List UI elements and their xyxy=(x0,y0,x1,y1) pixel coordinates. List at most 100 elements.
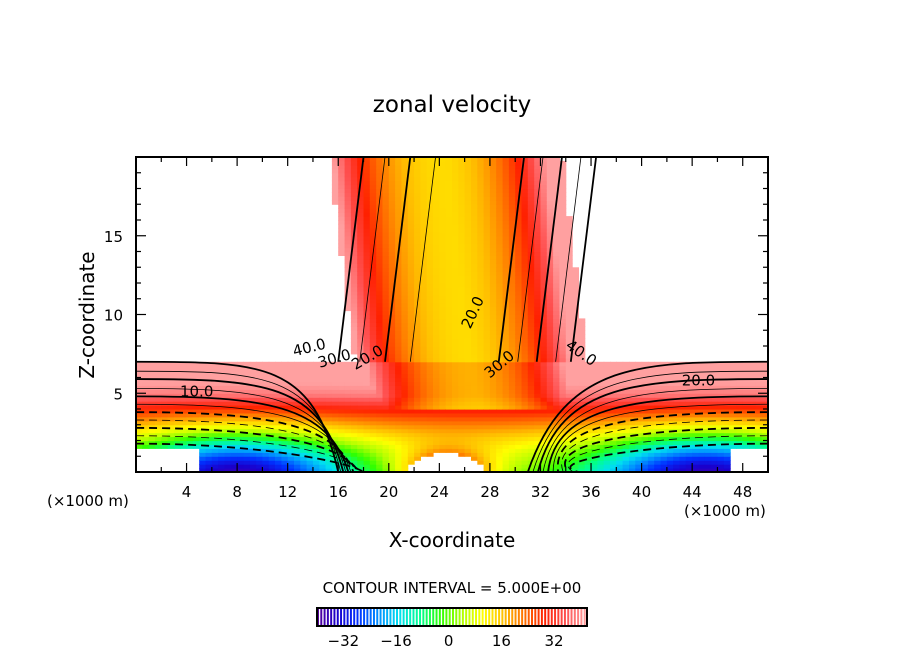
field-cell xyxy=(401,294,409,300)
field-cell xyxy=(445,381,453,386)
field-cell xyxy=(521,377,529,382)
field-cell xyxy=(496,330,504,335)
field-cell xyxy=(338,468,346,472)
field-cell xyxy=(357,452,365,457)
field-cell xyxy=(629,397,636,402)
field-cell xyxy=(186,373,194,379)
field-cell xyxy=(578,338,586,343)
field-cell xyxy=(489,405,497,410)
field-cell xyxy=(401,298,409,304)
field-cell xyxy=(641,401,649,406)
field-cell xyxy=(546,401,554,406)
field-cell xyxy=(483,271,491,276)
field-cell xyxy=(376,401,384,406)
field-cell xyxy=(458,385,466,390)
field-cell xyxy=(647,464,655,469)
field-cell xyxy=(363,247,371,253)
field-cell xyxy=(294,401,301,406)
field-cell xyxy=(414,275,421,280)
field-cell xyxy=(249,420,257,426)
field-cell xyxy=(350,255,358,260)
field-cell xyxy=(262,440,270,445)
field-cell xyxy=(331,381,339,386)
field-cell xyxy=(660,377,668,382)
field-cell xyxy=(452,365,459,371)
field-cell xyxy=(483,338,491,343)
field-cell xyxy=(363,338,371,343)
field-cell xyxy=(458,227,466,233)
field-cell xyxy=(433,164,440,170)
field-cell xyxy=(357,223,365,229)
field-cell xyxy=(363,267,371,272)
field-cell xyxy=(559,164,567,170)
field-cell xyxy=(243,369,251,375)
field-cell xyxy=(540,346,548,351)
field-cell xyxy=(483,397,491,402)
field-cell xyxy=(452,204,459,209)
field-cell xyxy=(572,420,579,426)
field-cell xyxy=(508,259,516,264)
field-cell xyxy=(426,397,434,402)
field-cell xyxy=(363,420,371,426)
contour-line xyxy=(552,403,768,472)
field-cell xyxy=(603,361,611,367)
field-cell xyxy=(338,377,346,382)
field-cell xyxy=(483,460,491,465)
field-cell xyxy=(319,377,327,382)
field-cell xyxy=(749,365,756,371)
field-cell xyxy=(363,353,371,359)
field-cell xyxy=(464,208,472,213)
field-cell xyxy=(256,381,263,386)
field-cell xyxy=(262,464,270,469)
field-cell xyxy=(553,212,560,217)
field-cell xyxy=(553,247,560,253)
field-cell xyxy=(306,373,314,379)
field-cell xyxy=(527,157,535,162)
field-cell xyxy=(407,377,415,382)
field-cell xyxy=(294,440,301,445)
field-cell xyxy=(426,176,434,182)
field-cell xyxy=(464,271,472,276)
field-cell xyxy=(407,259,415,264)
field-cell xyxy=(508,314,516,319)
field-cell xyxy=(483,263,491,268)
field-cell xyxy=(477,192,485,197)
field-cell xyxy=(369,460,377,465)
field-cell xyxy=(572,302,579,308)
field-cell xyxy=(553,168,560,174)
field-cell xyxy=(471,401,478,406)
field-cell xyxy=(382,263,390,268)
field-cell xyxy=(445,440,453,445)
field-cell xyxy=(382,267,390,272)
field-cell xyxy=(306,452,314,457)
field-cell xyxy=(622,468,630,472)
field-cell xyxy=(142,420,150,426)
field-cell xyxy=(521,271,529,276)
field-cell xyxy=(515,184,523,190)
field-cell xyxy=(155,369,162,375)
field-cell xyxy=(489,204,497,209)
contour-line xyxy=(136,427,360,472)
field-cell xyxy=(515,157,523,162)
field-cell xyxy=(186,409,194,414)
field-cell xyxy=(502,436,510,442)
field-cell xyxy=(142,401,150,406)
field-cell xyxy=(445,346,453,351)
field-cell xyxy=(376,263,384,268)
field-cell xyxy=(527,397,535,402)
field-cell xyxy=(350,247,358,253)
field-cell xyxy=(186,389,194,394)
field-cell xyxy=(755,405,763,410)
x-tick-label: 44 xyxy=(683,483,702,501)
field-cell xyxy=(502,365,510,371)
field-cell xyxy=(433,432,440,438)
field-cell xyxy=(508,452,516,457)
field-cell xyxy=(237,460,244,465)
field-cell xyxy=(565,369,573,375)
field-cell xyxy=(167,436,175,442)
field-cell xyxy=(439,176,447,182)
field-cell xyxy=(369,255,377,260)
field-cell xyxy=(717,456,725,461)
field-cell xyxy=(565,405,573,410)
field-cell xyxy=(534,286,542,292)
